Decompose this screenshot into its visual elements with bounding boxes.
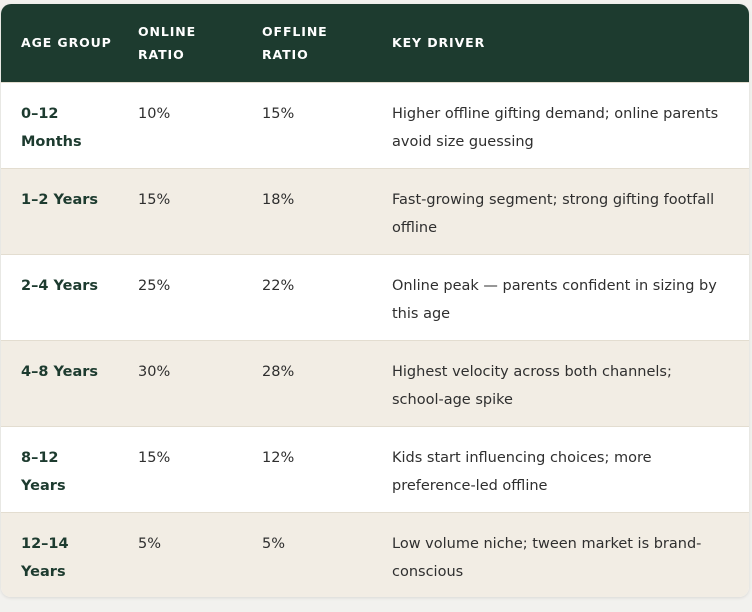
header-key-driver: KEY DRIVER [392, 35, 486, 51]
offline-ratio-cell: 22% [262, 277, 295, 294]
table-row: 0–12 Months 10% 15% Higher offline gifti… [1, 82, 749, 168]
online-ratio-cell: 15% [138, 449, 171, 466]
table-row: 2–4 Years 25% 22% Online peak — parents … [1, 254, 749, 340]
online-ratio-cell: 15% [138, 191, 171, 208]
age-group-cell: 1–2 Years [21, 191, 99, 208]
online-ratio-cell: 25% [138, 277, 171, 294]
header-age-group: AGE GROUP [21, 35, 112, 51]
online-ratio-cell: 30% [138, 363, 171, 380]
age-group-cell: 12–14 Years [21, 535, 69, 580]
offline-ratio-cell: 15% [262, 105, 295, 122]
key-driver-cell: Kids start influencing choices; more pre… [392, 449, 652, 494]
table-row: 4–8 Years 30% 28% Highest velocity acros… [1, 340, 749, 426]
online-ratio-cell: 5% [138, 535, 162, 552]
table-header: AGE GROUP ONLINE RATIO OFFLINE RATIO KEY… [1, 4, 749, 82]
header-offline-ratio: OFFLINE RATIO [262, 23, 328, 62]
key-driver-cell: Highest velocity across both channels; s… [392, 363, 672, 408]
table-row: 1–2 Years 15% 18% Fast-growing segment; … [1, 168, 749, 254]
offline-ratio-cell: 12% [262, 449, 295, 466]
online-ratio-cell: 10% [138, 105, 171, 122]
key-driver-cell: Higher offline gifting demand; online pa… [392, 105, 719, 150]
table-body: 0–12 Months 10% 15% Higher offline gifti… [1, 82, 749, 597]
header-online-ratio: ONLINE RATIO [138, 23, 197, 62]
table-row: 8–12 Years 15% 12% Kids start influencin… [1, 426, 749, 512]
offline-ratio-cell: 5% [262, 535, 286, 552]
age-group-cell: 4–8 Years [21, 363, 99, 380]
key-driver-cell: Low volume niche; tween market is brand-… [392, 535, 702, 580]
age-group-cell: 0–12 Months [21, 105, 82, 150]
key-driver-cell: Fast-growing segment; strong gifting foo… [392, 191, 715, 236]
table-row: 12–14 Years 5% 5% Low volume niche; twee… [1, 512, 749, 597]
header-row: AGE GROUP ONLINE RATIO OFFLINE RATIO KEY… [1, 4, 749, 82]
offline-ratio-cell: 28% [262, 363, 295, 380]
age-channel-table-card: AGE GROUP ONLINE RATIO OFFLINE RATIO KEY… [1, 4, 749, 597]
age-channel-table: AGE GROUP ONLINE RATIO OFFLINE RATIO KEY… [1, 4, 749, 597]
offline-ratio-cell: 18% [262, 191, 295, 208]
key-driver-cell: Online peak — parents confident in sizin… [392, 277, 717, 322]
age-group-cell: 2–4 Years [21, 277, 99, 294]
age-group-cell: 8–12 Years [21, 449, 66, 494]
